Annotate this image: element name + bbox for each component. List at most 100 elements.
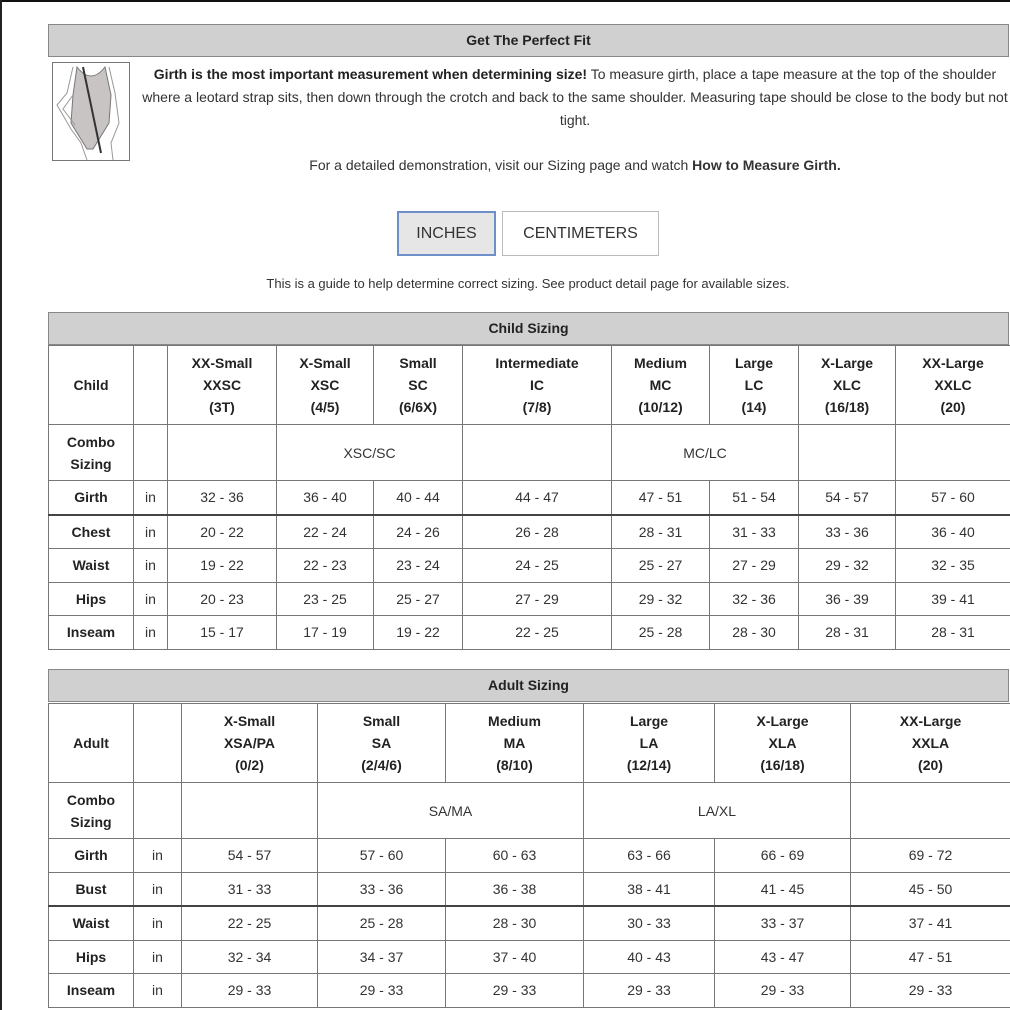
girth-instructions-text: To measure girth, place a tape measure a… — [142, 66, 1008, 128]
measurement-value: 17 - 19 — [276, 615, 374, 650]
measurement-row-bust: Bust in 31 - 33 33 - 36 36 - 38 38 - 41 41 - 4… — [48, 871, 1010, 907]
measurement-value: 57 - 60 — [317, 838, 446, 873]
combo-sizing-row: Combo Sizing SA/MA LA/XL — [48, 782, 1010, 839]
unit-cell: in — [133, 581, 168, 616]
combo-size-cell: LA/XL — [583, 782, 851, 839]
measurement-value: 23 - 24 — [373, 548, 463, 583]
combo-size-cell — [895, 424, 1010, 481]
measurement-label: Bust — [48, 871, 134, 907]
measurement-row-inseam: Inseam in 29 - 33 29 - 33 29 - 33 29 - 33 29 -… — [48, 973, 1010, 1008]
size-header-row: Child XX-Small XXSC (3T) X-Small XSC (4/5) Smal… — [48, 345, 1010, 425]
measurement-value: 22 - 23 — [276, 548, 374, 583]
measurement-value: 32 - 36 — [709, 581, 799, 616]
combo-size-cell — [167, 424, 277, 481]
how-to-measure-girth-link[interactable]: How to Measure Girth. — [692, 157, 841, 173]
inches-button[interactable]: INCHES — [397, 211, 496, 256]
measurement-label: Girth — [48, 838, 134, 873]
measurement-value: 34 - 37 — [317, 939, 446, 974]
measurement-label: Inseam — [48, 973, 134, 1008]
measurement-value: 28 - 31 — [611, 513, 710, 549]
measurement-value: 22 - 24 — [276, 513, 374, 549]
measurement-row-waist: Waist in 22 - 25 25 - 28 28 - 30 30 - 33 33 - … — [48, 905, 1010, 941]
measurement-label: Girth — [48, 480, 134, 515]
measurement-value: 37 - 40 — [445, 939, 584, 974]
measurement-value: 28 - 31 — [895, 615, 1010, 650]
combo-size-cell — [850, 782, 1010, 839]
sizing-guide-note: This is a guide to help determine correc… — [266, 276, 790, 291]
measurement-value: 25 - 28 — [611, 615, 710, 650]
measurement-value: 29 - 33 — [714, 973, 851, 1008]
measurement-row-girth: Girth in 32 - 36 36 - 40 40 - 44 44 - 47 47 - … — [48, 480, 1010, 515]
unit-cell: in — [133, 973, 182, 1008]
window-border-left — [0, 0, 2, 1010]
size-header: XX-Small XXSC (3T) — [167, 345, 277, 425]
unit-header — [133, 703, 182, 783]
unit-cell: in — [133, 838, 182, 873]
measurement-value: 28 - 30 — [445, 905, 584, 941]
measurement-value: 32 - 35 — [895, 548, 1010, 583]
measurement-value: 28 - 31 — [798, 615, 896, 650]
unit-header — [133, 345, 168, 425]
measurement-value: 25 - 27 — [373, 581, 463, 616]
measurement-value: 30 - 33 — [583, 905, 715, 941]
measurement-value: 29 - 33 — [445, 973, 584, 1008]
unit-cell: in — [133, 480, 168, 515]
size-header: Medium MC (10/12) — [611, 345, 710, 425]
measurement-row-hips: Hips in 32 - 34 34 - 37 37 - 40 40 - 43 43 - 4… — [48, 939, 1010, 974]
measurement-label: Inseam — [48, 615, 134, 650]
combo-size-cell: SA/MA — [317, 782, 584, 839]
unit-cell: in — [133, 939, 182, 974]
girth-emphasis: Girth is the most important measurement … — [153, 66, 588, 82]
size-header: X-Small XSA/PA (0/2) — [181, 703, 318, 783]
measurement-label: Waist — [48, 548, 134, 583]
measurement-label: Waist — [48, 905, 134, 941]
measurement-value: 27 - 29 — [709, 548, 799, 583]
combo-sizing-label: Combo Sizing — [48, 782, 134, 839]
measurement-value: 24 - 25 — [462, 548, 612, 583]
size-header-row: Adult X-Small XSA/PA (0/2) Small SA (2/4/6) Med… — [48, 703, 1010, 783]
measurement-value: 32 - 34 — [181, 939, 318, 974]
measurement-value: 38 - 41 — [583, 871, 715, 907]
size-header: Large LC (14) — [709, 345, 799, 425]
measurement-value: 69 - 72 — [850, 838, 1010, 873]
measurement-value: 41 - 45 — [714, 871, 851, 907]
measurement-value: 22 - 25 — [462, 615, 612, 650]
measurement-value: 36 - 38 — [445, 871, 584, 907]
combo-size-cell: XSC/SC — [276, 424, 463, 481]
unit-cell: in — [133, 871, 182, 907]
measurement-value: 37 - 41 — [850, 905, 1010, 941]
measurement-value: 40 - 43 — [583, 939, 715, 974]
measurement-value: 25 - 28 — [317, 905, 446, 941]
measurement-value: 29 - 33 — [850, 973, 1010, 1008]
centimeters-button[interactable]: CENTIMETERS — [502, 211, 659, 256]
measurement-value: 20 - 23 — [167, 581, 277, 616]
measurement-value: 33 - 37 — [714, 905, 851, 941]
measurement-value: 19 - 22 — [373, 615, 463, 650]
size-header: X-Large XLC (16/18) — [798, 345, 896, 425]
child-sizing-title-bar: Child Sizing — [48, 312, 1009, 345]
unit-cell: in — [133, 905, 182, 941]
combo-size-cell — [462, 424, 612, 481]
measurement-value: 63 - 66 — [583, 838, 715, 873]
measurement-value: 36 - 40 — [276, 480, 374, 515]
size-header: X-Small XSC (4/5) — [276, 345, 374, 425]
measurement-value: 45 - 50 — [850, 871, 1010, 907]
measurement-value: 25 - 27 — [611, 548, 710, 583]
fit-title-bar: Get The Perfect Fit — [48, 24, 1009, 57]
measurement-value: 36 - 40 — [895, 513, 1010, 549]
combo-size-cell — [798, 424, 896, 481]
size-header: X-Large XLA (16/18) — [714, 703, 851, 783]
measurement-value: 57 - 60 — [895, 480, 1010, 515]
size-header: Small SC (6/6X) — [373, 345, 463, 425]
measurement-value: 47 - 51 — [611, 480, 710, 515]
measurement-label: Chest — [48, 513, 134, 549]
unit-cell — [133, 424, 168, 481]
size-header: Large LA (12/14) — [583, 703, 715, 783]
measurement-value: 15 - 17 — [167, 615, 277, 650]
combo-sizing-label: Combo Sizing — [48, 424, 134, 481]
measurement-value: 20 - 22 — [167, 513, 277, 549]
measurement-value: 31 - 33 — [181, 871, 318, 907]
window-border-top — [0, 0, 1010, 2]
girth-instructions: Girth is the most important measurement … — [140, 63, 1010, 132]
measurement-value: 47 - 51 — [850, 939, 1010, 974]
